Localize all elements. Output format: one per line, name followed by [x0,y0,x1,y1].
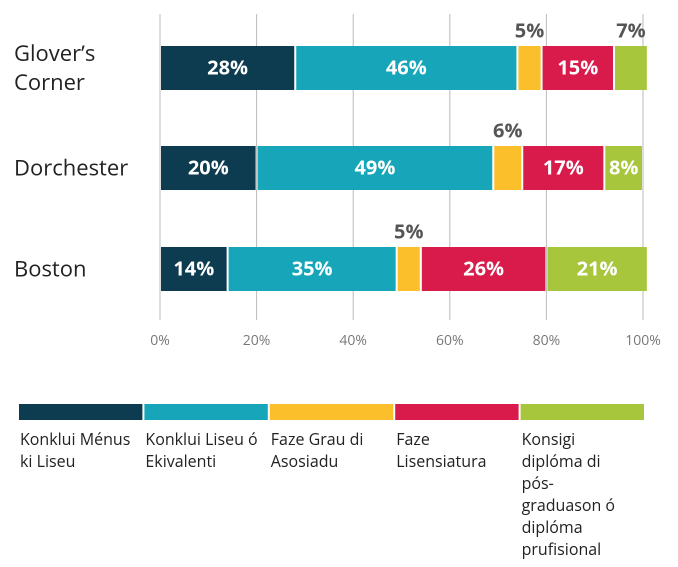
legend-label: Faze Grau di Asosiadu [270,428,364,472]
legend-swatch [520,404,644,420]
bar-segment [523,146,604,190]
bar-segment [494,146,522,190]
bar-segment [547,247,647,291]
value-label: 14% [173,254,214,281]
x-tick-label: 0% [150,331,170,350]
value-label: 46% [386,53,427,80]
value-label: 21% [577,254,618,281]
category-label: Dorchester [14,152,129,183]
bar-segment [296,46,517,90]
bar-segment [605,146,642,190]
bar-segment [161,46,295,90]
bar-segment [542,46,614,90]
category-label: Boston [14,253,87,284]
value-label: 15% [557,53,598,80]
value-label: 5% [394,217,423,244]
bar-segment [397,247,420,291]
bar-segment [161,146,256,190]
value-label: 17% [543,153,584,180]
value-label: 8% [609,153,638,180]
bar-segment [615,46,647,90]
legend-label: Konsigi diplóma di pós-graduason ó dipló… [521,428,616,560]
legend-label: Konklui Liseu ó Ekivalenti [145,428,258,472]
value-label: 7% [616,16,645,43]
value-label: 28% [207,53,248,80]
value-label: 35% [292,254,333,281]
category-label: Glover’s Corner [14,38,96,97]
x-tick-label: 100% [625,331,661,350]
bar-segment [228,247,396,291]
bar-segment [161,247,227,291]
legend-swatch [19,404,143,420]
legend-swatch [395,404,519,420]
value-label: 6% [493,116,522,143]
bar-segment [257,146,493,190]
value-label: 20% [188,153,229,180]
legend-swatch [144,404,268,420]
x-tick-label: 20% [243,331,271,350]
legend-label: Konklui Ménus ki Liseu [20,428,131,472]
x-tick-label: 80% [533,331,561,350]
x-tick-label: 40% [339,331,367,350]
bar-segment [421,247,546,291]
bar-segment [518,46,541,90]
x-tick-label: 60% [436,331,464,350]
value-label: 5% [515,16,544,43]
value-label: 26% [463,254,504,281]
legend-swatch [269,404,394,420]
legend-label: Faze Lisensiatura [396,428,487,472]
value-label: 49% [354,153,395,180]
